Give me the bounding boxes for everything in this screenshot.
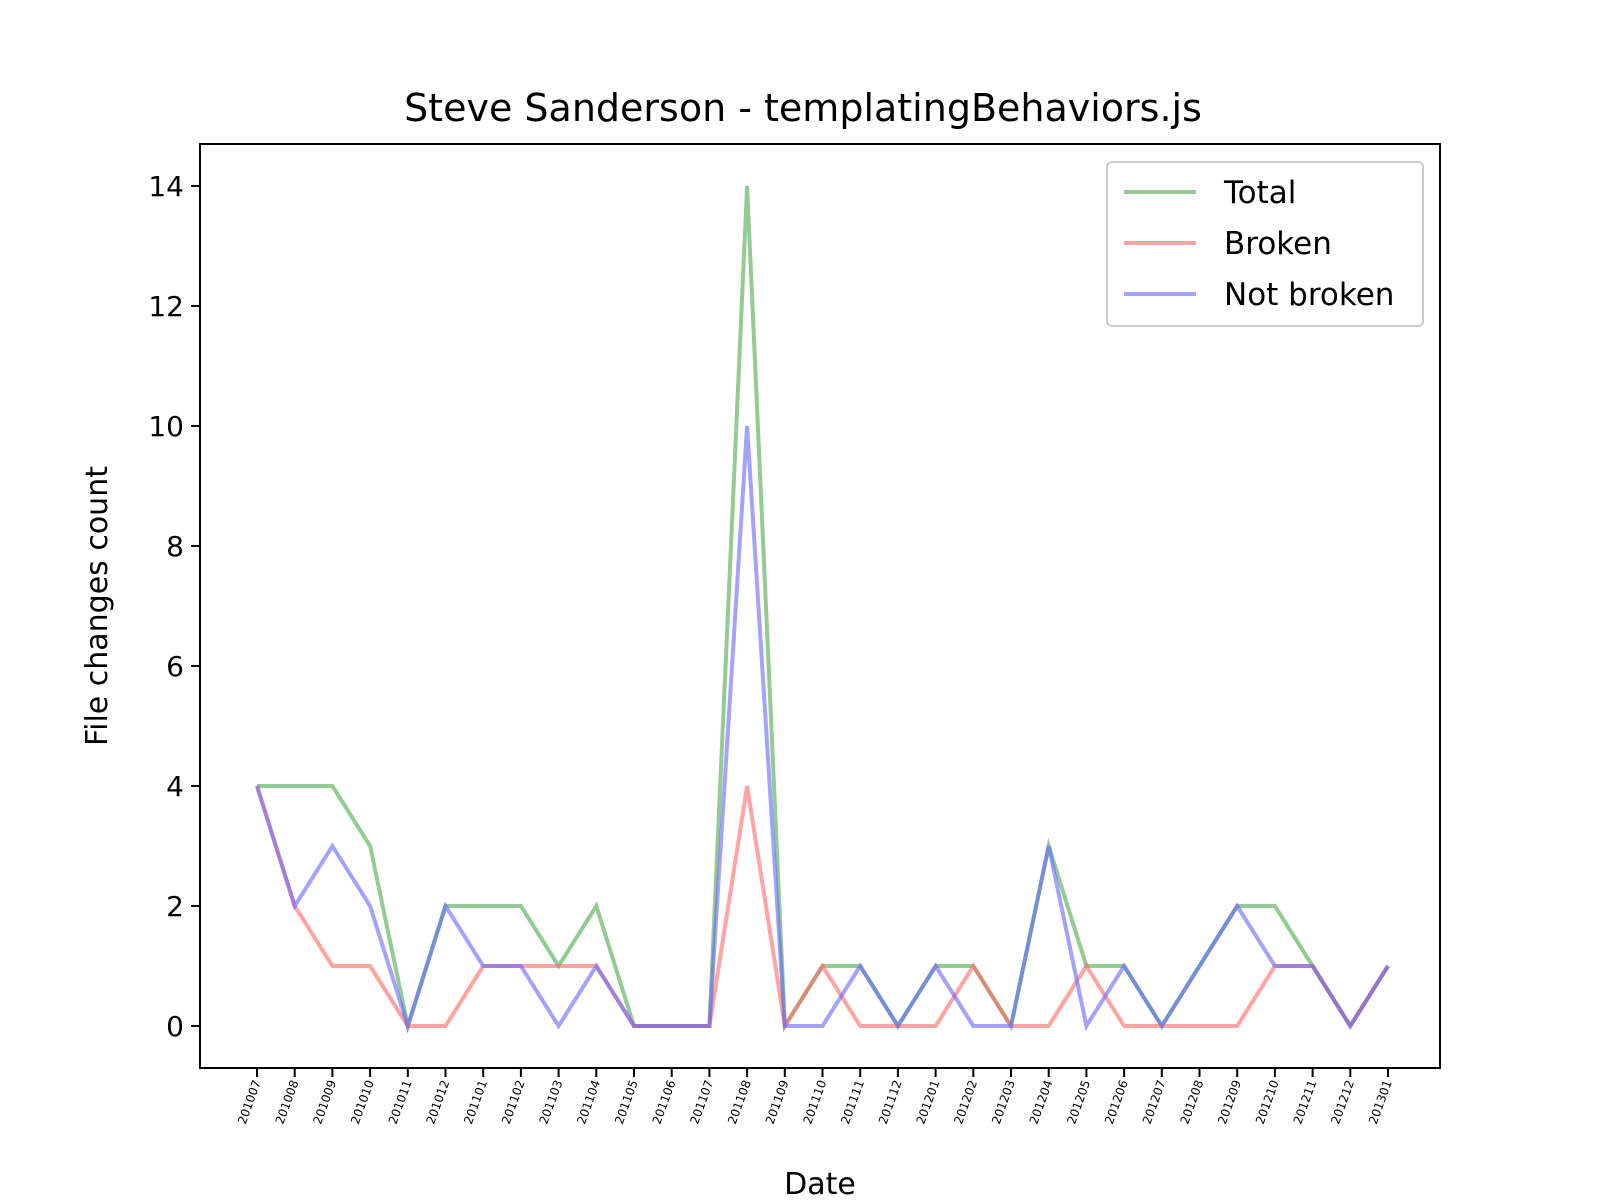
x-tick-label: 201209: [1215, 1078, 1244, 1126]
x-tick-label: 201111: [838, 1078, 867, 1126]
x-tick-label: 201012: [423, 1078, 452, 1126]
x-tick-label: 201009: [310, 1078, 339, 1126]
y-tick-label: 2: [166, 890, 184, 923]
y-tick-label: 10: [148, 410, 184, 443]
x-axis-label: Date: [784, 1167, 856, 1200]
x-tick-label: 201212: [1328, 1078, 1357, 1126]
y-axis-label: File changes count: [80, 466, 115, 746]
x-tick-label: 201301: [1366, 1078, 1395, 1126]
x-tick-label: 201008: [273, 1078, 302, 1126]
y-tick-label: 14: [148, 170, 184, 203]
series-line-broken: [255, 785, 1390, 1032]
x-tick-label: 201203: [989, 1078, 1018, 1126]
x-tick-label: 201204: [1027, 1078, 1056, 1126]
legend-entry-label: Total: [1223, 175, 1296, 211]
x-tick-label: 201205: [1064, 1078, 1093, 1126]
x-tick-label: 201011: [386, 1078, 415, 1126]
x-tick-label: 201210: [1253, 1078, 1282, 1126]
x-tick-label: 201101: [461, 1078, 490, 1126]
legend-entry-label: Broken: [1224, 226, 1332, 262]
legend-box: [1106, 161, 1424, 327]
x-tick-label: 201106: [650, 1078, 679, 1126]
plot-frame: [199, 143, 1441, 1069]
x-tick-label: 201007: [235, 1078, 264, 1126]
legend-entry-label: Not broken: [1224, 277, 1394, 313]
y-tick-label: 8: [166, 530, 184, 563]
y-tick-label: 12: [148, 290, 184, 323]
x-tick-label: 201206: [1102, 1078, 1131, 1126]
series-layer: [255, 185, 1390, 1034]
x-tick-label: 201211: [1291, 1078, 1320, 1126]
y-tick-label: 0: [166, 1010, 184, 1043]
x-tick-label: 201109: [763, 1078, 792, 1126]
x-tick-label: 201112: [876, 1078, 905, 1126]
x-tick-label: 201107: [687, 1078, 716, 1126]
x-tick-label: 201102: [499, 1078, 528, 1126]
x-tick-label: 201010: [348, 1078, 377, 1126]
x-tick-label: 201104: [574, 1078, 603, 1126]
x-tick-label: 201207: [1140, 1078, 1169, 1126]
x-tick-label: 201202: [951, 1078, 980, 1126]
x-tick-label: 201105: [612, 1078, 641, 1126]
chart-title: Steve Sanderson - templatingBehaviors.js: [404, 86, 1202, 130]
y-tick-label: 4: [166, 770, 184, 803]
y-axis: 0 2 4 6 8 10 12 14: [148, 170, 200, 1043]
x-axis: 201007 201008 201009 201010 201011 201012 2011…: [235, 1068, 1395, 1126]
x-tick-label: 201201: [914, 1078, 943, 1126]
legend: Total Broken Not broken: [1106, 161, 1424, 327]
y-tick-label: 6: [166, 650, 184, 683]
series-line-not-broken: [255, 425, 1390, 1033]
x-tick-label: 201110: [800, 1078, 829, 1126]
x-tick-label: 201103: [537, 1078, 566, 1126]
x-tick-label: 201108: [725, 1078, 754, 1126]
x-tick-label: 201208: [1177, 1078, 1206, 1126]
